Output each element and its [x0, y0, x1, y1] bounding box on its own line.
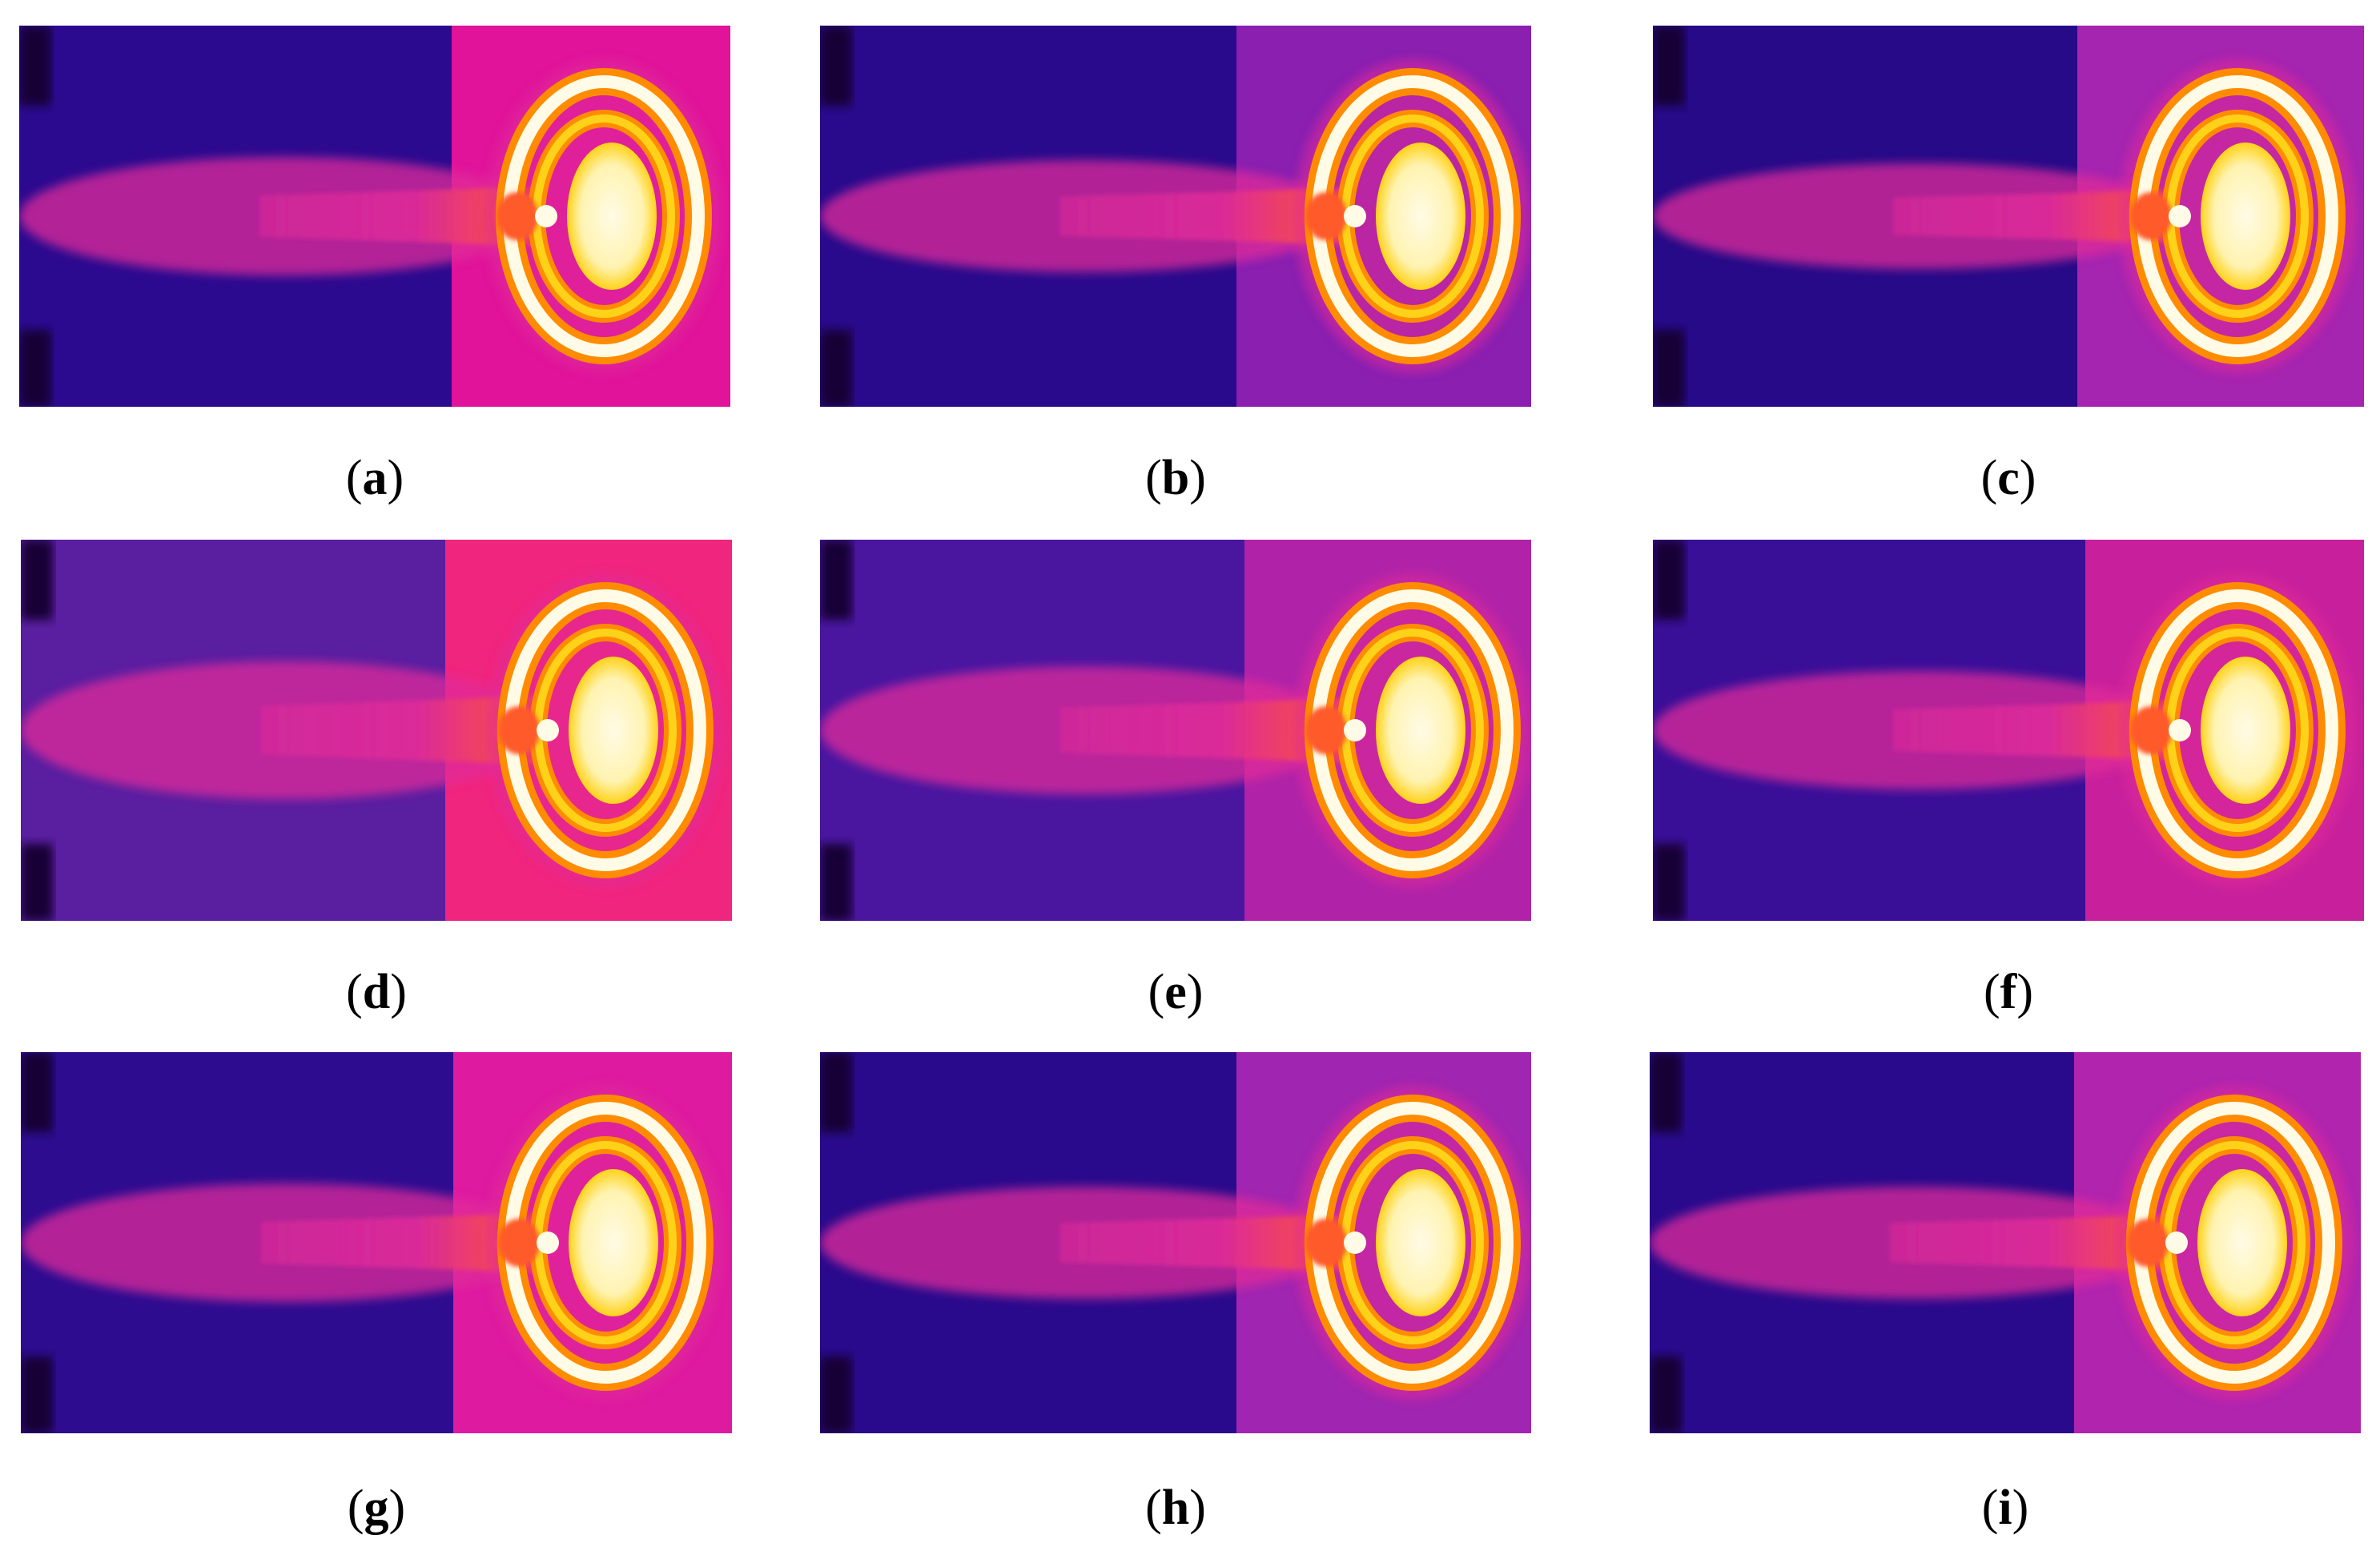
- jet-core: [261, 696, 541, 765]
- nozzle-entry: [498, 706, 540, 754]
- nozzle-entry: [1305, 706, 1347, 754]
- jet-core: [259, 187, 540, 246]
- dark-corner: [1653, 330, 1685, 407]
- nozzle-spot: [535, 205, 557, 227]
- caption-g: (g): [347, 1481, 406, 1535]
- dark-corner: [1650, 1356, 1682, 1433]
- nozzle-spot: [1344, 205, 1366, 227]
- nozzle-entry: [1305, 192, 1347, 240]
- thermal-image-panel-b: [820, 26, 1531, 407]
- nozzle-entry: [1305, 1219, 1347, 1267]
- dark-corner: [820, 844, 852, 921]
- dark-corner: [1653, 844, 1685, 921]
- jet-core: [1060, 1215, 1349, 1271]
- jet-core: [1893, 190, 2173, 243]
- nozzle-spot: [2165, 1232, 2188, 1254]
- nozzle-spot: [1344, 1232, 1366, 1254]
- nozzle-spot: [1344, 719, 1366, 741]
- thermal-image-panel-i: [1650, 1052, 2361, 1433]
- jet-core: [1060, 698, 1349, 762]
- nozzle-spot: [2169, 205, 2191, 227]
- dark-corner: [820, 330, 852, 407]
- nozzle-spot: [2169, 719, 2191, 741]
- nozzle-entry: [2127, 1219, 2169, 1267]
- dark-corner: [820, 26, 852, 106]
- nozzle-entry: [2130, 706, 2172, 754]
- dark-corner: [820, 540, 852, 620]
- dark-corner: [19, 26, 51, 106]
- caption-c: (c): [1980, 451, 2036, 505]
- hot-core: [2201, 657, 2290, 804]
- dark-corner: [21, 1356, 53, 1433]
- hot-core: [2201, 143, 2290, 290]
- caption-a: (a): [345, 451, 404, 505]
- hot-core: [1376, 657, 1465, 804]
- dark-corner: [1653, 540, 1685, 620]
- thermal-image-panel-e: [820, 540, 1531, 921]
- caption-i: (i): [1981, 1481, 2029, 1535]
- jet-core: [1060, 188, 1349, 244]
- thermal-image-panel-g: [21, 1052, 732, 1433]
- dark-corner: [21, 540, 53, 620]
- caption-f: (f): [1984, 965, 2033, 1019]
- hot-core: [2197, 1169, 2287, 1316]
- caption-h: (h): [1145, 1481, 1206, 1535]
- hot-core: [569, 657, 658, 804]
- thermal-image-panel-c: [1653, 26, 2364, 407]
- caption-d: (d): [346, 965, 407, 1019]
- hot-core: [567, 143, 657, 290]
- jet-core: [1893, 701, 2173, 760]
- thermal-image-panel-d: [21, 540, 732, 921]
- caption-e: (e): [1148, 965, 1204, 1019]
- hot-core: [1376, 143, 1465, 290]
- thermal-image-panel-a: [19, 26, 730, 407]
- jet-core: [1890, 1215, 2170, 1271]
- nozzle-entry: [497, 192, 538, 240]
- dark-corner: [1650, 1052, 1682, 1132]
- jet-core: [261, 1213, 541, 1272]
- dark-corner: [21, 844, 53, 921]
- dark-corner: [1653, 26, 1685, 106]
- hot-core: [1376, 1169, 1465, 1316]
- nozzle-entry: [498, 1219, 540, 1267]
- nozzle-spot: [537, 719, 559, 741]
- dark-corner: [19, 330, 51, 407]
- caption-b: (b): [1145, 451, 1206, 505]
- hot-core: [569, 1169, 658, 1316]
- nozzle-spot: [537, 1232, 559, 1254]
- thermal-image-panel-f: [1653, 540, 2364, 921]
- dark-corner: [820, 1052, 852, 1132]
- dark-corner: [21, 1052, 53, 1132]
- thermal-image-panel-h: [820, 1052, 1531, 1433]
- dark-corner: [820, 1356, 852, 1433]
- nozzle-entry: [2130, 192, 2172, 240]
